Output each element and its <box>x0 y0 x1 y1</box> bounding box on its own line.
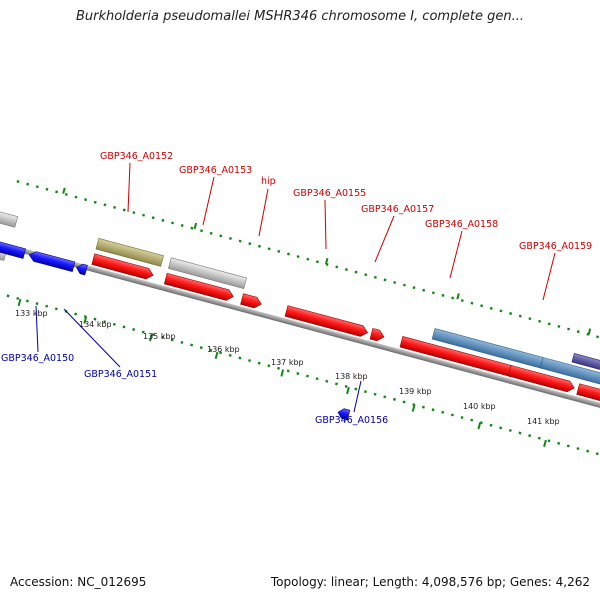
summary-text: Topology: linear; Length: 4,098,576 bp; … <box>270 575 590 589</box>
gene-label-GBP346_A0151[interactable]: GBP346_A0151 <box>84 369 157 380</box>
feature-box[interactable] <box>168 257 247 289</box>
leader-line <box>35 305 39 353</box>
top-scale-dots <box>16 180 600 351</box>
feature-box[interactable] <box>0 205 19 228</box>
feature-box[interactable] <box>95 238 164 267</box>
leader-line <box>374 215 395 263</box>
gene-label-GBP346_A0152[interactable]: GBP346_A0152 <box>100 151 173 162</box>
leader-line <box>63 308 121 368</box>
reverse-gene-labels: GBP346_A0150 GBP346_A0151 GBP346_A0156 <box>1 305 388 426</box>
gene-arrow[interactable] <box>576 383 600 415</box>
feature-box[interactable] <box>539 357 600 397</box>
gene-label-GBP346_A0150[interactable]: GBP346_A0150 <box>1 353 74 364</box>
accession-text: Accession: NC_012695 <box>10 575 147 589</box>
leader-line <box>353 380 362 413</box>
gene-label-GBP346_A0156[interactable]: GBP346_A0156 <box>315 415 388 426</box>
bottom-scale-dots <box>0 289 600 460</box>
forward-gene-labels: GBP346_A0152 GBP346_A0153 hip GBP346_A01… <box>100 151 592 301</box>
gene-label-GBP346_A0159[interactable]: GBP346_A0159 <box>519 241 592 252</box>
tick-label-139: 139 kbp <box>399 387 432 396</box>
feature-box[interactable] <box>571 352 600 382</box>
reverse-genes <box>0 233 351 421</box>
leader-line <box>542 252 556 301</box>
gene-arrow[interactable] <box>75 263 88 276</box>
tick-label-135: 135 kbp <box>143 332 176 341</box>
gene-label-GBP346_A0153[interactable]: GBP346_A0153 <box>179 165 252 176</box>
gene-arrow-GBP346_A0157[interactable] <box>369 328 385 342</box>
tick-label-137: 137 kbp <box>271 358 304 367</box>
forward-genes <box>91 253 600 415</box>
tick-label-134: 134 kbp <box>79 320 112 329</box>
annotation-row <box>0 205 600 397</box>
gene-arrow-GBP346_A0152[interactable] <box>91 253 155 281</box>
map-title: Burkholderia pseudomallei MSHR346 chromo… <box>75 9 525 24</box>
gene-arrow-GBP346_A0153[interactable] <box>163 272 234 302</box>
feature-box[interactable] <box>0 238 7 261</box>
tick-label-136: 136 kbp <box>207 345 240 354</box>
gene-label-GBP346_A0157[interactable]: GBP346_A0157 <box>361 204 434 215</box>
gene-arrow-GBP346_A0156[interactable] <box>337 407 351 421</box>
tick-label-141: 141 kbp <box>527 417 560 426</box>
tick-label-133: 133 kbp <box>15 309 48 318</box>
gene-label-GBP346_A0158[interactable]: GBP346_A0158 <box>425 219 498 230</box>
leader-line <box>127 162 131 213</box>
gene-label-hip[interactable]: hip <box>261 176 276 187</box>
tick-label-140: 140 kbp <box>463 402 496 411</box>
gene-arrow-hip[interactable] <box>240 293 263 310</box>
gene-arrow-GBP346_A0155[interactable] <box>284 305 369 338</box>
gene-arrow-GBP346_A0151[interactable] <box>28 250 76 273</box>
gene-arrow-GBP346_A0159[interactable] <box>507 365 576 393</box>
gene-label-GBP346_A0155[interactable]: GBP346_A0155 <box>293 188 366 199</box>
scale-tick-labels: 133 kbp 134 kbp 135 kbp 136 kbp 137 kbp … <box>15 309 560 426</box>
tick-label-138: 138 kbp <box>335 372 368 381</box>
leader-line <box>202 176 215 226</box>
chromosome-backbone <box>0 231 600 423</box>
leader-line <box>324 199 327 250</box>
leader-line <box>449 230 463 279</box>
leader-line <box>258 188 269 237</box>
gene-arrow-GBP346_A0150[interactable] <box>0 233 26 259</box>
